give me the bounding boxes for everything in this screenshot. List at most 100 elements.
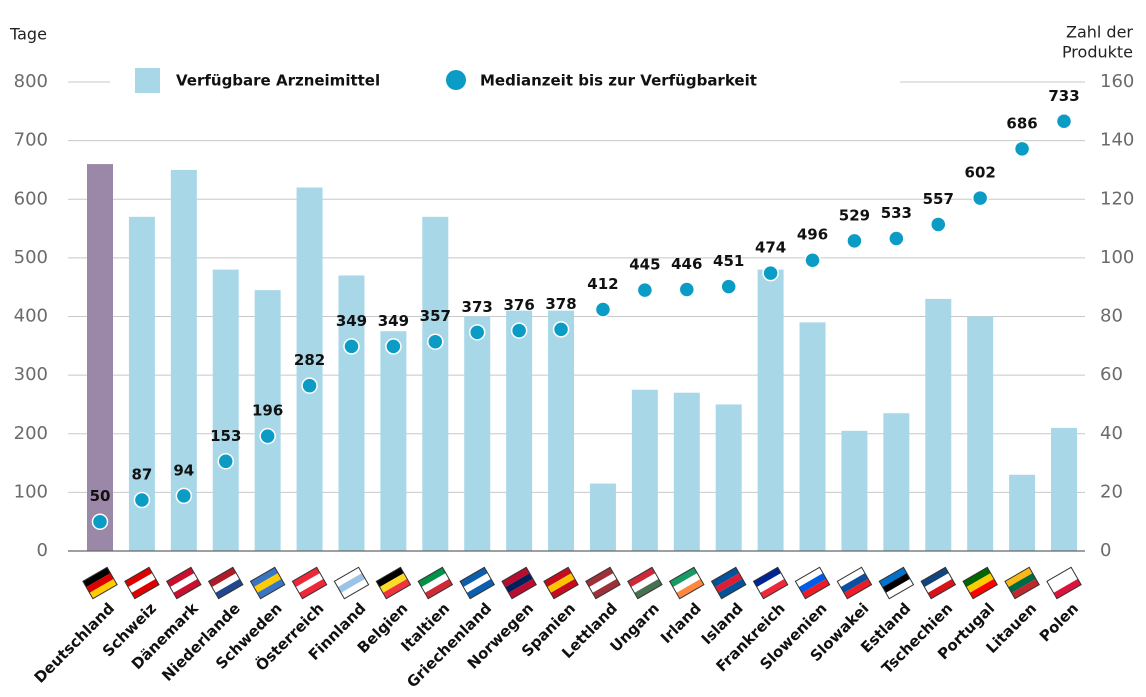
flag-stripe bbox=[634, 578, 662, 599]
flag-stripe bbox=[627, 567, 656, 588]
flag-stripe bbox=[257, 578, 285, 599]
flag-stripe bbox=[295, 573, 324, 593]
flag-stripe bbox=[840, 573, 869, 593]
data-label: 282 bbox=[294, 351, 325, 369]
flag-stripe bbox=[466, 578, 495, 599]
flag-border bbox=[333, 566, 370, 600]
flag-stripe bbox=[714, 573, 743, 593]
flag-stripe bbox=[798, 573, 827, 593]
flag-border bbox=[920, 566, 957, 600]
flag-border bbox=[417, 566, 454, 600]
x-tick-label: Polen bbox=[1036, 599, 1082, 645]
flag-stripe bbox=[585, 567, 614, 588]
flag-stripe bbox=[760, 578, 788, 599]
flag-stripe bbox=[966, 573, 994, 593]
y-tick-label: 300 bbox=[14, 364, 48, 385]
flag-stripe bbox=[253, 573, 282, 593]
bar bbox=[254, 290, 281, 551]
bar bbox=[715, 404, 742, 551]
y2-tick-label: 80 bbox=[1100, 306, 1123, 327]
data-label: 474 bbox=[755, 239, 786, 257]
flag-stripe bbox=[334, 567, 362, 588]
flag bbox=[962, 566, 998, 600]
flag-stripe bbox=[547, 573, 575, 593]
flag-border bbox=[291, 566, 328, 600]
flag-stripe bbox=[424, 578, 453, 599]
dot bbox=[1055, 113, 1073, 130]
flag-stripe bbox=[927, 578, 956, 599]
bar bbox=[422, 216, 449, 551]
flag-stripe bbox=[963, 567, 991, 588]
flag bbox=[1046, 566, 1082, 600]
data-label: 349 bbox=[336, 312, 367, 330]
flag bbox=[375, 566, 412, 600]
flag-stripe bbox=[921, 567, 949, 588]
data-label: 373 bbox=[462, 298, 493, 316]
flag bbox=[417, 566, 454, 600]
flag bbox=[920, 566, 957, 600]
y2-axis-label: Produkte bbox=[1062, 43, 1133, 62]
data-label: 153 bbox=[210, 427, 241, 445]
flag-stripe bbox=[128, 573, 156, 593]
flag-stripe bbox=[550, 578, 579, 599]
flag-stripe bbox=[173, 578, 201, 599]
flag-border bbox=[82, 566, 118, 600]
flag-stripe bbox=[82, 567, 111, 588]
data-label: 446 bbox=[671, 255, 702, 273]
flag bbox=[82, 566, 118, 600]
flag-stripe bbox=[341, 578, 369, 599]
flag-stripe bbox=[543, 567, 572, 588]
flag-border bbox=[124, 566, 160, 600]
y-tick-label: 200 bbox=[14, 423, 48, 444]
flag-border bbox=[207, 566, 244, 600]
y2-tick-label: 20 bbox=[1100, 481, 1123, 502]
y-tick-label: 600 bbox=[14, 188, 48, 209]
bar bbox=[548, 310, 575, 551]
flag-border bbox=[752, 566, 789, 600]
bar bbox=[506, 310, 533, 551]
bar bbox=[673, 392, 700, 551]
flag-border bbox=[794, 566, 831, 600]
flag-stripe bbox=[802, 578, 830, 599]
flag-stripe bbox=[463, 573, 492, 593]
flag-border bbox=[627, 566, 663, 600]
bar bbox=[883, 413, 910, 551]
y2-tick-label: 140 bbox=[1100, 130, 1134, 151]
flag-stripe bbox=[421, 573, 450, 593]
dot bbox=[510, 322, 528, 339]
y2-tick-label: 40 bbox=[1100, 423, 1123, 444]
flag bbox=[207, 566, 244, 600]
data-label: 357 bbox=[420, 307, 451, 325]
data-label: 496 bbox=[797, 226, 828, 244]
data-label: 378 bbox=[545, 295, 576, 313]
flag-stripe bbox=[756, 573, 785, 593]
flag-stripe bbox=[337, 573, 366, 593]
flag-stripe bbox=[508, 578, 537, 599]
flag-border bbox=[543, 566, 579, 600]
dot bbox=[888, 230, 905, 247]
y-tick-label: 700 bbox=[14, 130, 48, 151]
y-tick-label: 800 bbox=[14, 71, 48, 92]
flag-border bbox=[375, 566, 412, 600]
flag-stripe bbox=[292, 567, 321, 588]
dot bbox=[468, 324, 486, 341]
legend-label: Verfügbare Arzneimittel bbox=[176, 72, 380, 90]
bar bbox=[87, 164, 113, 551]
bar bbox=[170, 169, 197, 551]
legend-swatch bbox=[446, 70, 466, 90]
flag-stripe bbox=[589, 573, 617, 593]
flag-stripe bbox=[89, 578, 118, 599]
flag-stripe bbox=[379, 573, 408, 593]
bar bbox=[464, 316, 491, 551]
flag-border bbox=[668, 566, 705, 600]
flag-stripe bbox=[131, 578, 160, 599]
flag bbox=[752, 566, 789, 600]
y2-tick-label: 60 bbox=[1100, 364, 1123, 385]
flag-border bbox=[501, 566, 537, 600]
flag-border bbox=[1046, 566, 1082, 600]
flag-stripe bbox=[382, 578, 411, 599]
flag-stripe bbox=[885, 578, 914, 599]
dot bbox=[343, 338, 360, 355]
y2-tick-label: 100 bbox=[1100, 247, 1134, 268]
flag bbox=[668, 566, 705, 600]
